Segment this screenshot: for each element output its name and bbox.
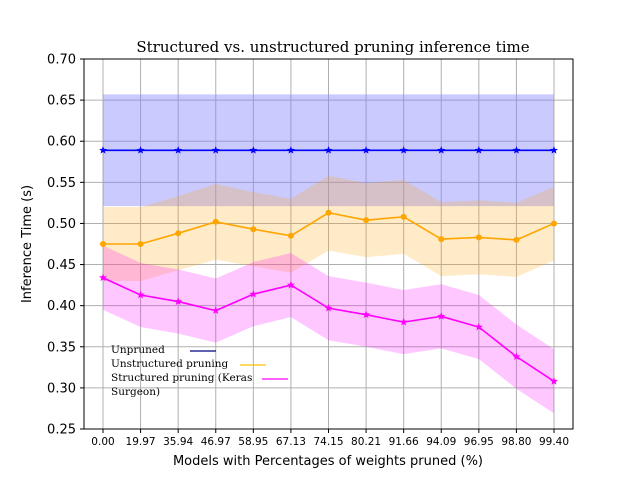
- x-tick-label-0: 0.00: [91, 436, 114, 448]
- y-tick-label-7: 0.60: [47, 135, 76, 150]
- point-series-1-9: [438, 236, 445, 243]
- x-tick-label-1: 19.97: [126, 436, 156, 448]
- chart-title: Structured vs. unstructured pruning infe…: [136, 38, 529, 56]
- legend-text-2-1: Surgeon): [111, 386, 160, 398]
- x-tick-label-6: 74.15: [313, 436, 343, 448]
- y-tick-label-5: 0.50: [47, 217, 76, 232]
- x-tick-label-2: 35.94: [163, 436, 193, 448]
- point-series-1-8: [400, 213, 407, 220]
- x-tick-label-7: 80.21: [351, 436, 381, 448]
- point-series-1-3: [212, 218, 219, 225]
- y-tick-label-4: 0.45: [47, 258, 76, 273]
- x-tick-label-12: 99.40: [539, 436, 569, 448]
- y-tick-label-0: 0.25: [47, 423, 76, 438]
- point-series-1-1: [137, 241, 144, 247]
- point-series-2-5: [286, 280, 295, 289]
- point-series-0-5: [286, 146, 295, 154]
- point-series-0-0: [99, 146, 107, 154]
- x-tick-label-5: 67.13: [276, 436, 306, 448]
- y-tick-label-9: 0.70: [47, 53, 76, 68]
- point-series-2-4: [249, 289, 258, 298]
- legend-text-0-0: Unpruned: [111, 344, 165, 356]
- x-tick-label-11: 98.80: [501, 436, 531, 448]
- point-series-2-9: [437, 312, 446, 320]
- y-tick-label-3: 0.40: [47, 299, 76, 314]
- band-series-1: [103, 175, 554, 281]
- y-tick-label-1: 0.30: [47, 381, 76, 396]
- point-series-0-2: [174, 146, 183, 154]
- y-tick-label-8: 0.65: [47, 94, 76, 109]
- point-series-2-2: [174, 297, 183, 305]
- point-series-0-11: [512, 146, 521, 154]
- y-axis-label: Inference Time (s): [20, 185, 35, 303]
- point-series-0-12: [550, 146, 558, 154]
- point-series-1-10: [475, 234, 482, 241]
- x-tick-label-3: 46.97: [201, 436, 231, 448]
- x-tick-label-10: 96.95: [464, 436, 494, 448]
- point-series-2-8: [399, 317, 408, 326]
- series-markers: [99, 146, 558, 385]
- point-series-2-1: [136, 290, 145, 299]
- point-series-2-6: [324, 303, 333, 312]
- legend-text-1-0: Unstructured pruning: [111, 358, 229, 370]
- y-axis-ticks: 0.25 0.30 0.35 0.40 0.45 0.50 0.55 0.60 0.65 0.70: [47, 53, 84, 438]
- point-series-1-6: [325, 209, 332, 216]
- point-series-1-4: [250, 226, 257, 233]
- point-series-0-4: [249, 146, 258, 154]
- point-series-1-7: [363, 217, 370, 224]
- point-series-1-11: [513, 236, 520, 243]
- point-series-2-0: [99, 273, 107, 282]
- point-series-1-2: [175, 230, 182, 237]
- point-series-1-5: [287, 232, 294, 239]
- point-series-2-3: [211, 306, 220, 314]
- y-tick-label-6: 0.55: [47, 176, 76, 191]
- point-series-0-3: [211, 146, 220, 154]
- y-tick-label-2: 0.35: [47, 340, 76, 355]
- point-series-2-10: [474, 322, 483, 331]
- point-series-1-12: [551, 220, 557, 227]
- point-series-0-7: [362, 146, 371, 154]
- legend-text-2-0: Structured pruning (Keras: [111, 372, 252, 384]
- point-series-2-7: [362, 310, 371, 319]
- point-series-0-10: [474, 146, 483, 154]
- point-series-2-12: [550, 377, 558, 385]
- x-tick-label-8: 91.66: [389, 436, 419, 448]
- x-tick-label-9: 94.09: [426, 436, 456, 448]
- point-series-0-9: [437, 146, 446, 154]
- point-series-0-8: [399, 146, 408, 154]
- x-tick-label-4: 58.95: [238, 436, 268, 448]
- point-series-0-6: [324, 146, 333, 154]
- legend: Unpruned Unstructured pruning Structured p…: [111, 344, 288, 398]
- x-axis-label: Models with Percentages of weights prune…: [173, 454, 483, 469]
- point-series-0-1: [136, 146, 145, 154]
- band-series-2: [103, 245, 554, 414]
- point-series-1-0: [100, 241, 106, 247]
- x-axis-ticks: 0.00 19.97 35.94 46.97 58.95 67.13 74.15 80.21 9…: [91, 429, 569, 448]
- point-series-2-11: [512, 352, 521, 361]
